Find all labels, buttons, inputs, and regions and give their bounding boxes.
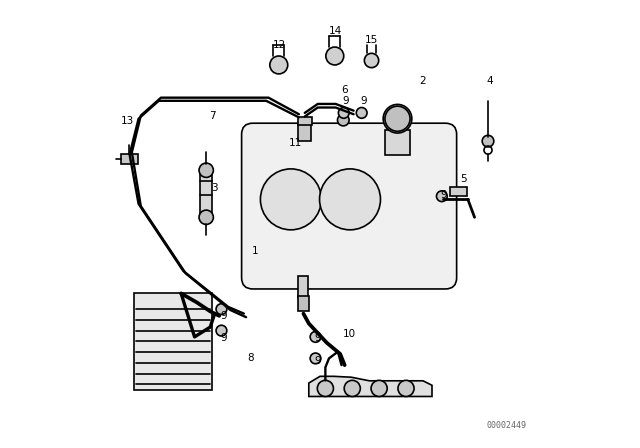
Text: 7: 7 <box>209 112 216 121</box>
Text: 10: 10 <box>342 329 356 339</box>
Text: 11: 11 <box>289 138 302 148</box>
Circle shape <box>371 380 387 396</box>
Text: 8: 8 <box>247 353 254 363</box>
Bar <box>200 170 212 217</box>
Bar <box>385 130 410 155</box>
Circle shape <box>310 332 321 342</box>
Text: 15: 15 <box>365 35 378 45</box>
Text: 2: 2 <box>420 76 426 86</box>
Bar <box>450 187 467 196</box>
Circle shape <box>344 380 360 396</box>
Text: 9: 9 <box>360 96 367 106</box>
Circle shape <box>317 380 333 396</box>
Circle shape <box>319 169 380 230</box>
Text: 14: 14 <box>329 26 342 36</box>
Circle shape <box>482 135 494 147</box>
Circle shape <box>364 53 379 68</box>
Circle shape <box>339 108 349 118</box>
Text: 1: 1 <box>252 246 259 256</box>
Text: 12: 12 <box>273 40 286 50</box>
Circle shape <box>326 47 344 65</box>
Bar <box>298 123 311 141</box>
Circle shape <box>199 163 213 177</box>
Bar <box>298 296 309 311</box>
Circle shape <box>337 114 349 126</box>
FancyBboxPatch shape <box>241 123 457 289</box>
Bar <box>121 154 138 164</box>
Circle shape <box>310 353 321 364</box>
Circle shape <box>356 108 367 118</box>
Text: 00002449: 00002449 <box>486 421 526 430</box>
Text: 6: 6 <box>341 85 348 95</box>
Text: 9: 9 <box>220 333 227 343</box>
Circle shape <box>398 380 414 396</box>
Circle shape <box>260 169 321 230</box>
Text: 3: 3 <box>211 183 218 193</box>
Text: 4: 4 <box>487 76 493 86</box>
Text: 5: 5 <box>460 174 467 184</box>
Text: 9: 9 <box>220 311 227 321</box>
Bar <box>298 117 312 125</box>
Circle shape <box>270 56 288 74</box>
Text: 9: 9 <box>314 333 321 343</box>
Polygon shape <box>309 376 432 396</box>
Text: 13: 13 <box>121 116 134 126</box>
Text: 9: 9 <box>440 190 447 200</box>
Text: 9: 9 <box>342 96 349 106</box>
Text: 9: 9 <box>314 356 321 366</box>
Circle shape <box>216 325 227 336</box>
Circle shape <box>385 106 410 131</box>
Circle shape <box>383 104 412 133</box>
Circle shape <box>436 191 447 202</box>
Bar <box>298 276 308 298</box>
Bar <box>134 293 212 390</box>
Circle shape <box>199 210 213 224</box>
Circle shape <box>216 304 227 314</box>
